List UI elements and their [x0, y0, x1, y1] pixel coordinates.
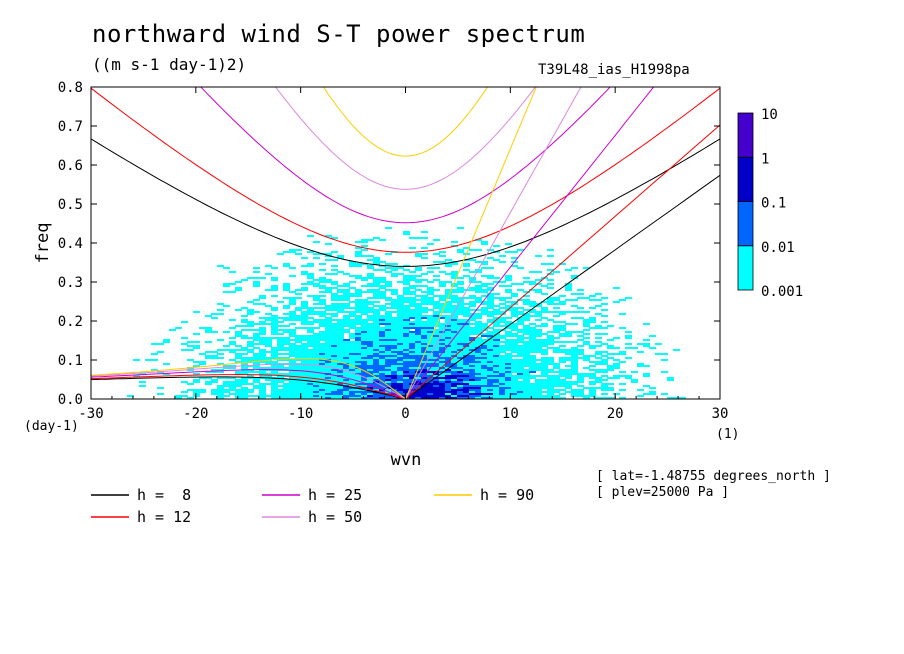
- curve-h8-rossby: [91, 376, 406, 399]
- curve-h12-gravity: [91, 87, 720, 253]
- x-tick-label: 30: [712, 406, 729, 422]
- colorbar-label: 0.001: [761, 284, 803, 300]
- curve-h8-kelvin: [405, 174, 720, 399]
- y-tick-label: 0.7: [58, 119, 83, 135]
- colorbar-swatch: [737, 112, 754, 158]
- colorbar-swatch: [737, 245, 754, 291]
- curve-h25-gravity: [200, 87, 611, 224]
- y-tick-label: 0.3: [58, 275, 83, 291]
- y-tick-label: 0.2: [58, 314, 83, 330]
- x-tick-label: -20: [183, 406, 208, 422]
- colorbar-label: 0.01: [761, 240, 795, 256]
- chart-title: northward wind S-T power spectrum: [92, 20, 586, 48]
- y-tick-label: 0.8: [58, 80, 83, 96]
- legend-label: h = 8: [137, 486, 191, 504]
- legend-label: h = 50: [308, 508, 362, 526]
- power-shading: [127, 227, 686, 399]
- axes: -30 -20 -10 0 10 20 30 0.0 0.1 0.2 0.3 0.4 0.5 0.6 0.7…: [58, 80, 729, 422]
- legend-label: h = 25: [308, 486, 362, 504]
- x-tick-label: -10: [288, 406, 313, 422]
- colorbar: 0.001 0.01 0.1 1 10: [737, 107, 803, 300]
- x-axis-label: wvn: [391, 450, 422, 470]
- y-unit-label: (day-1): [24, 419, 79, 434]
- legend: h = 8 h = 12 h = 25 h = 50 h = 90: [91, 486, 534, 526]
- y-tick-label: 0.5: [58, 197, 83, 213]
- curve-h25-rossby: [91, 369, 406, 399]
- y-tick-label: 0.0: [58, 392, 83, 408]
- colorbar-swatch: [737, 156, 754, 202]
- colorbar-label: 0.1: [761, 196, 786, 212]
- x-tick-label: 20: [607, 406, 624, 422]
- units-label: ((m s-1 day-1)2): [92, 55, 247, 74]
- y-axis-label: freq: [33, 223, 53, 264]
- latitude-annotation: [ lat=-1.48755 degrees_north ]: [596, 469, 831, 484]
- curve-h25-kelvin: [405, 87, 655, 399]
- colorbar-label: 1: [761, 151, 769, 167]
- x-tick-label: 10: [502, 406, 519, 422]
- x-unit-label: (1): [716, 427, 739, 442]
- legend-label: h = 90: [480, 486, 534, 504]
- curve-h12-rossby: [91, 373, 406, 399]
- curve-h50-kelvin: [405, 87, 582, 399]
- pressure-level-annotation: [ plev=25000 Pa ]: [596, 485, 730, 500]
- curve-h90-kelvin: [405, 87, 537, 399]
- curve-h50-gravity: [275, 87, 536, 190]
- curve-h8-gravity: [91, 138, 720, 267]
- run-label: T39L48_ias_H1998pa: [538, 62, 690, 78]
- curve-h90-rossby: [91, 358, 406, 399]
- dispersion-curves: [91, 87, 720, 399]
- x-tick-label: -30: [78, 406, 103, 422]
- y-tick-label: 0.6: [58, 158, 83, 174]
- colorbar-swatch: [737, 201, 754, 247]
- colorbar-label: 10: [761, 107, 778, 123]
- y-tick-label: 0.1: [58, 353, 83, 369]
- y-tick-label: 0.4: [58, 236, 83, 252]
- curve-h90-gravity: [322, 87, 489, 157]
- curve-h12-kelvin: [405, 124, 720, 399]
- legend-label: h = 12: [137, 508, 191, 526]
- x-tick-label: 0: [401, 406, 409, 422]
- curve-h50-rossby: [91, 363, 406, 399]
